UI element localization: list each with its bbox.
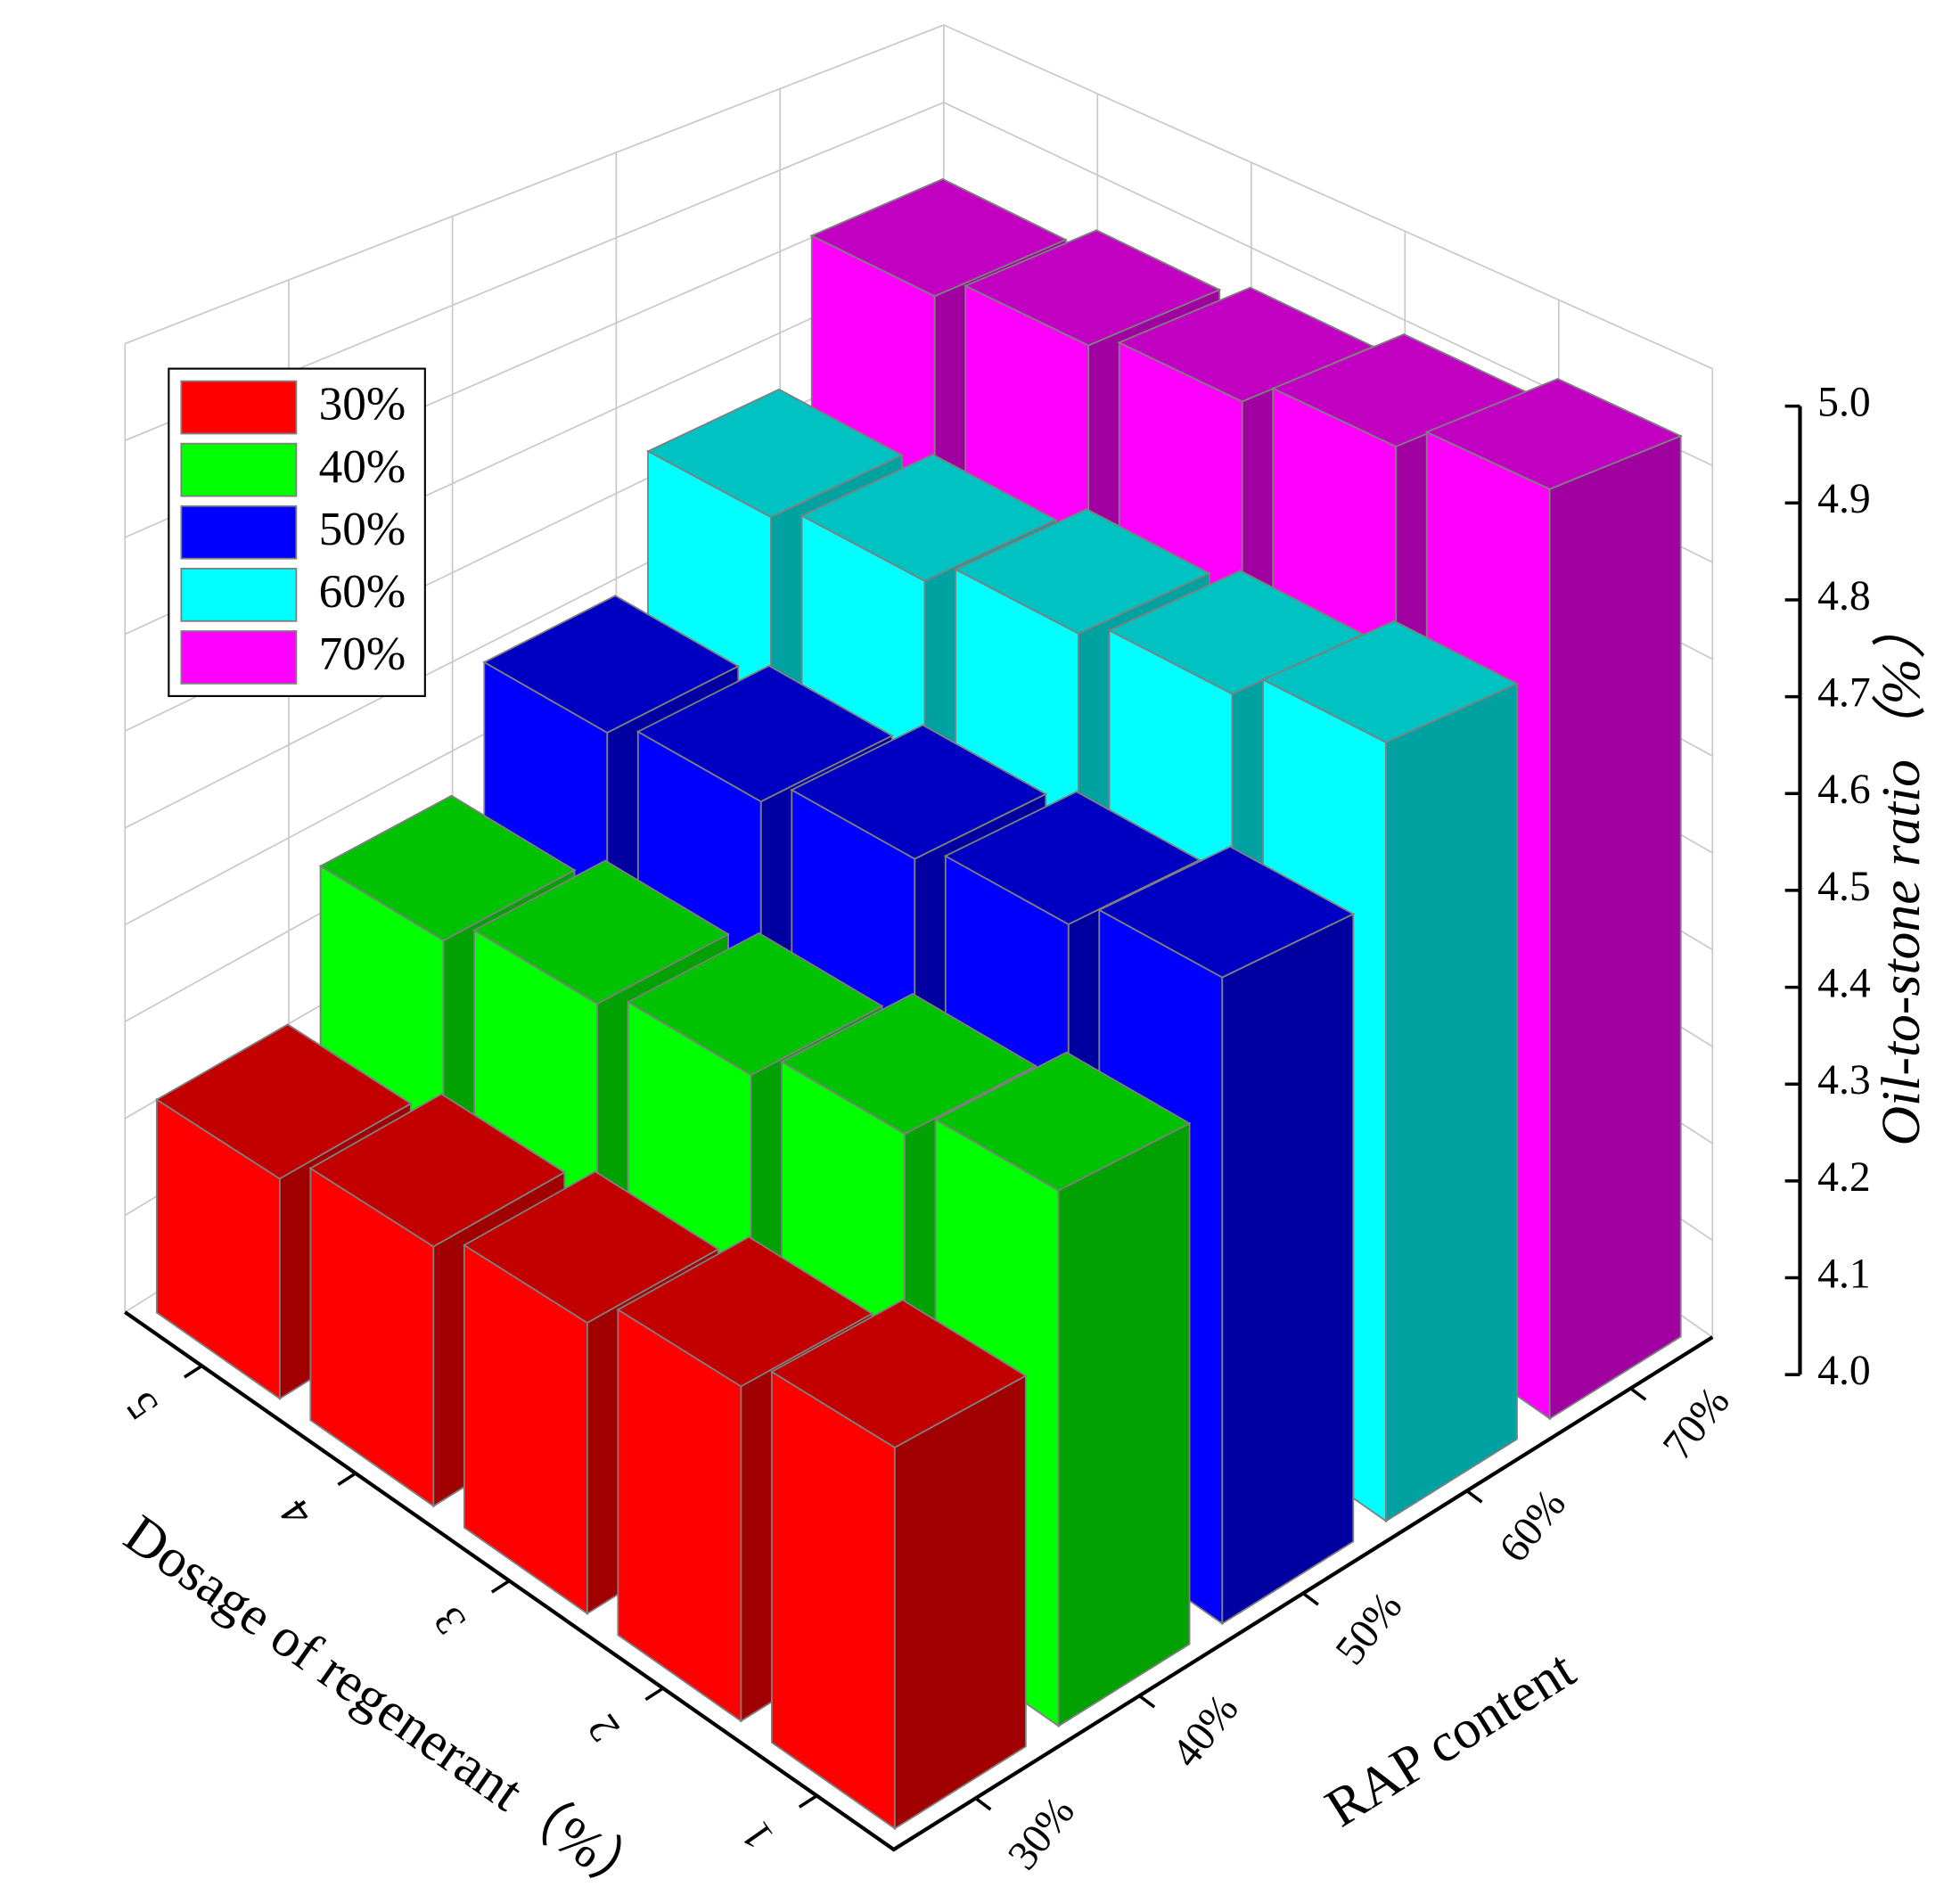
axis-line — [124, 1310, 1714, 1852]
y-tick — [1301, 1592, 1319, 1606]
legend-swatch — [180, 567, 298, 622]
legend: 30% 40% 50% 60% 70% — [168, 367, 426, 697]
bar-face-top — [780, 992, 1037, 1136]
y-tick-label: 50% — [1327, 1584, 1412, 1674]
y-tick — [1138, 1694, 1156, 1709]
x-tick — [337, 1472, 357, 1487]
z-tick-label: 4.6 — [1817, 767, 1871, 813]
x-tick — [644, 1686, 664, 1702]
bar-face-top — [943, 791, 1201, 925]
bar — [770, 1299, 1028, 1831]
y-tick-label: 70% — [1654, 1379, 1739, 1469]
legend-label: 30% — [319, 378, 406, 431]
z-tick-label: 4.3 — [1817, 1057, 1871, 1103]
bar-face-right — [1548, 434, 1682, 1421]
legend-swatch — [180, 380, 298, 435]
bar-face-right — [1385, 682, 1518, 1523]
z-axis-title: Oil-to-stone ratio（%） — [1871, 603, 1931, 1145]
bar-face-top — [933, 1051, 1192, 1192]
y-tick-label: 60% — [1490, 1481, 1575, 1571]
bar-face-top — [809, 177, 1068, 298]
bar-face-top — [463, 1170, 720, 1325]
legend-label: 50% — [319, 503, 406, 555]
x-tick-label: 4 — [271, 1491, 321, 1535]
z-tick-label: 4.9 — [1817, 476, 1871, 522]
bar-face-top — [482, 595, 741, 734]
legend-label: 40% — [319, 440, 406, 493]
bar-face-top — [626, 931, 884, 1077]
y-tick-label: 40% — [1163, 1686, 1248, 1776]
y-tick — [1465, 1489, 1483, 1504]
bar-face-top — [1260, 619, 1520, 743]
z-tick-label: 5.0 — [1817, 380, 1871, 426]
grid-line — [124, 102, 1713, 467]
bar-face-top — [770, 1299, 1028, 1448]
z-tick-label: 4.2 — [1817, 1154, 1871, 1201]
z-tick-label: 4.8 — [1817, 573, 1871, 619]
bar-face-top — [1097, 845, 1356, 979]
z-tick-label: 4.4 — [1817, 961, 1871, 1007]
grid-line — [124, 24, 1713, 370]
y-tick — [1629, 1387, 1647, 1401]
z-tick-label: 4.5 — [1817, 864, 1871, 910]
bar-face-top — [1424, 377, 1683, 490]
legend-swatch — [180, 630, 298, 685]
bar-face-top — [953, 508, 1212, 635]
x-tick-label: 3 — [425, 1598, 475, 1642]
bar-face-top — [472, 859, 730, 1005]
y-tick — [974, 1797, 992, 1811]
bar-face-top — [645, 388, 905, 519]
bar-face-top — [616, 1235, 874, 1388]
z-tick-label: 4.0 — [1817, 1348, 1871, 1394]
legend-label: 60% — [319, 565, 406, 618]
z-tick-label: 4.1 — [1817, 1251, 1871, 1297]
bars — [155, 177, 1683, 1831]
y-tick-label: 30% — [999, 1789, 1084, 1879]
x-tick-label: 1 — [733, 1813, 783, 1857]
x-tick — [183, 1364, 203, 1379]
bar-face-left — [770, 1370, 896, 1831]
legend-swatch — [180, 505, 298, 560]
bar-face-right — [1221, 912, 1355, 1626]
bar-face-top — [308, 1093, 567, 1248]
bar-face-right — [893, 1374, 1027, 1831]
z-tick-label: 4.7 — [1817, 670, 1871, 717]
bar-face-top — [636, 664, 894, 803]
bar-face-top — [790, 724, 1048, 860]
bar-face-top — [318, 794, 577, 942]
x-tick-label: 5 — [118, 1383, 168, 1427]
x-tick — [798, 1794, 818, 1809]
x-tick — [490, 1579, 511, 1594]
bar-face-top — [964, 229, 1222, 347]
bar-face-top — [800, 453, 1058, 582]
bar-face-right — [1057, 1121, 1191, 1728]
bar-face-top — [155, 1023, 413, 1180]
x-tick-label: 2 — [578, 1706, 628, 1750]
legend-label: 70% — [319, 628, 406, 680]
legend-swatch — [180, 442, 298, 497]
